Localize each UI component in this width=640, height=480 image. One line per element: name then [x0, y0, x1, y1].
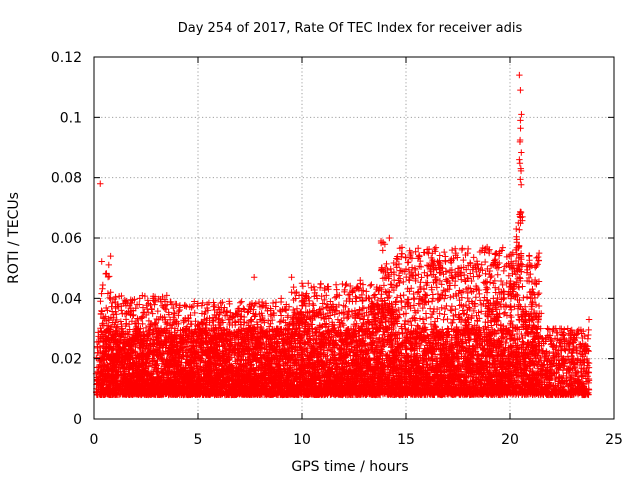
data-point — [97, 334, 104, 342]
data-point — [184, 352, 191, 359]
chart-title: Day 254 of 2017, Rate Of TEC Index for r… — [178, 21, 523, 36]
data-point — [515, 284, 523, 291]
data-point — [274, 339, 282, 346]
data-point — [226, 355, 233, 363]
data-point — [516, 160, 524, 167]
data-points — [92, 71, 593, 399]
data-point — [517, 181, 525, 188]
data-point — [518, 149, 525, 156]
data-point — [310, 332, 318, 339]
data-point — [257, 344, 265, 351]
data-point — [517, 125, 524, 132]
data-point — [118, 325, 126, 332]
data-point — [96, 344, 104, 351]
